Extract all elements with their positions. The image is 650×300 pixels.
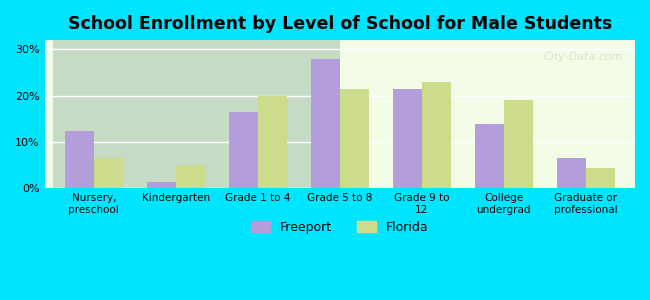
Bar — [504, 100, 532, 188]
Bar — [422, 82, 450, 188]
Bar — [94, 158, 122, 188]
Bar — [557, 158, 586, 188]
Bar — [147, 182, 176, 188]
Bar — [176, 165, 205, 188]
Bar — [311, 59, 340, 188]
Bar — [393, 89, 422, 188]
Bar — [65, 130, 94, 188]
Title: School Enrollment by Level of School for Male Students: School Enrollment by Level of School for… — [68, 15, 612, 33]
Bar — [340, 89, 369, 188]
Bar — [229, 112, 258, 188]
Bar — [258, 96, 287, 188]
Text: City-Data.com: City-Data.com — [543, 52, 623, 62]
Bar — [475, 124, 504, 188]
Legend: Freeport, Florida: Freeport, Florida — [246, 216, 434, 238]
Bar — [586, 168, 614, 188]
